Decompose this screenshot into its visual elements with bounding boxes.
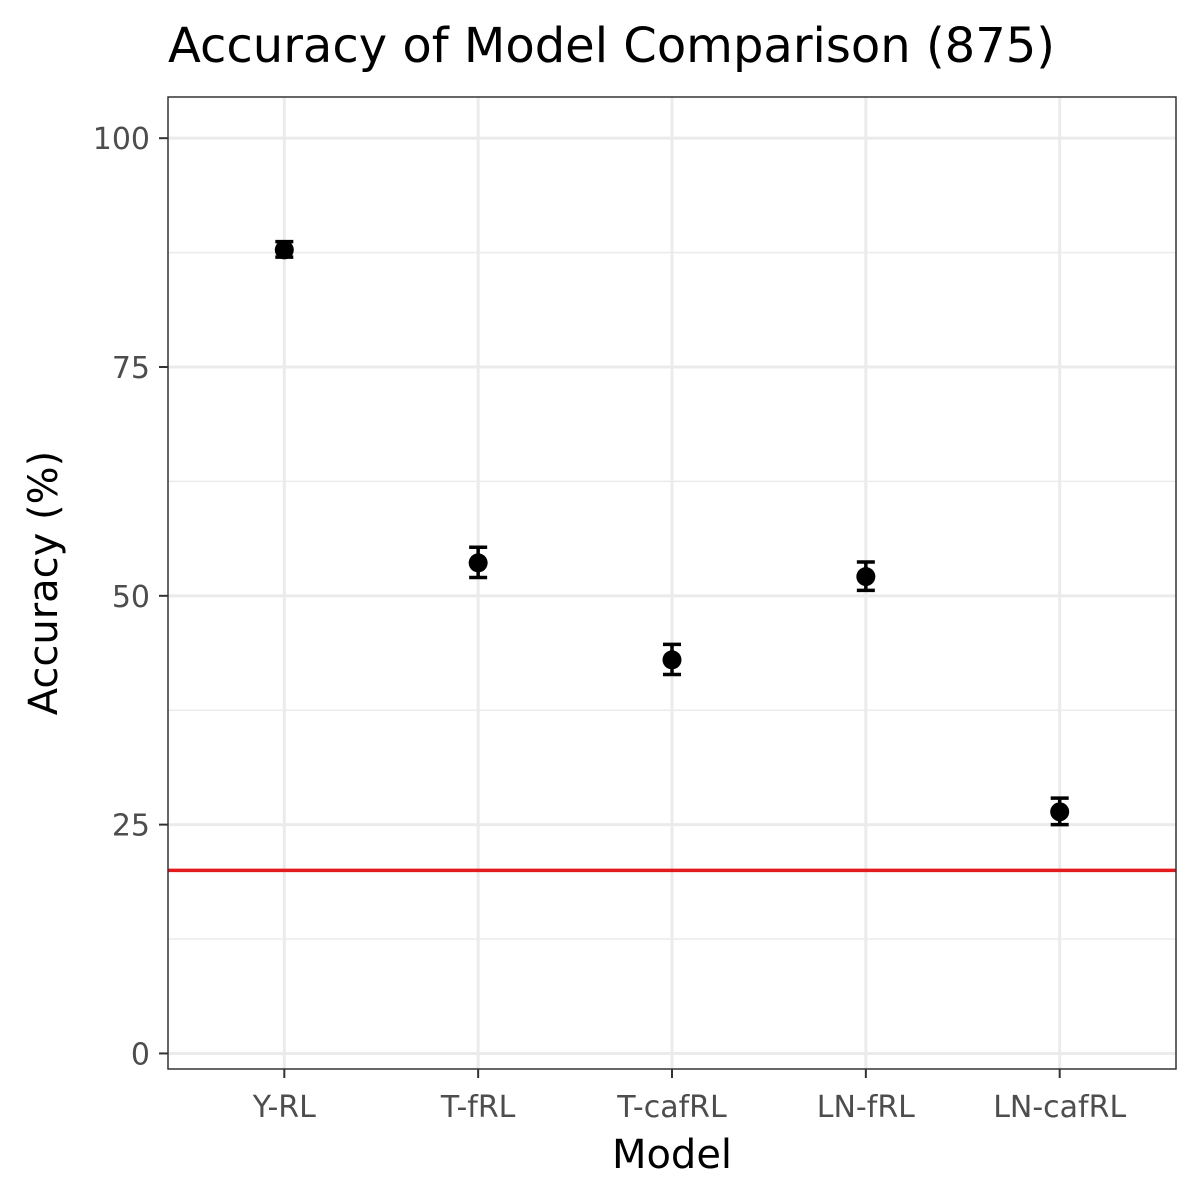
data-point-group [856, 560, 876, 593]
y-axis-title: Accuracy (%) [21, 451, 67, 716]
y-axis: 0 25 50 75 100 [93, 122, 168, 1072]
x-axis-title: Model [612, 1132, 732, 1178]
y-tick-label: 100 [93, 122, 150, 157]
x-tick-label: T-fRL [440, 1090, 516, 1125]
data-layer [274, 239, 1070, 827]
data-point-group [468, 545, 488, 580]
y-tick-label: 0 [131, 1037, 150, 1072]
y-tick-label: 50 [112, 580, 150, 615]
chart-title: Accuracy of Model Comparison (875) [168, 18, 1055, 74]
data-point [856, 567, 876, 587]
grid [168, 97, 1176, 1069]
y-tick-label: 25 [112, 809, 150, 844]
data-point [468, 553, 488, 573]
data-point [274, 240, 294, 260]
x-tick-label: LN-fRL [817, 1090, 915, 1125]
x-tick-label: Y-RL [252, 1090, 316, 1125]
data-point-group [1050, 796, 1070, 827]
data-point-group [662, 642, 682, 677]
data-point-group [274, 239, 294, 260]
data-point [662, 650, 682, 670]
x-tick-label: T-cafRL [616, 1090, 727, 1125]
y-tick-label: 75 [112, 351, 150, 386]
plot-panel [167, 96, 1177, 1070]
x-axis: Y-RL T-fRL T-cafRL LN-fRL LN-cafRL [252, 1069, 1126, 1125]
data-point [1050, 802, 1070, 822]
x-tick-label: LN-cafRL [993, 1090, 1126, 1125]
